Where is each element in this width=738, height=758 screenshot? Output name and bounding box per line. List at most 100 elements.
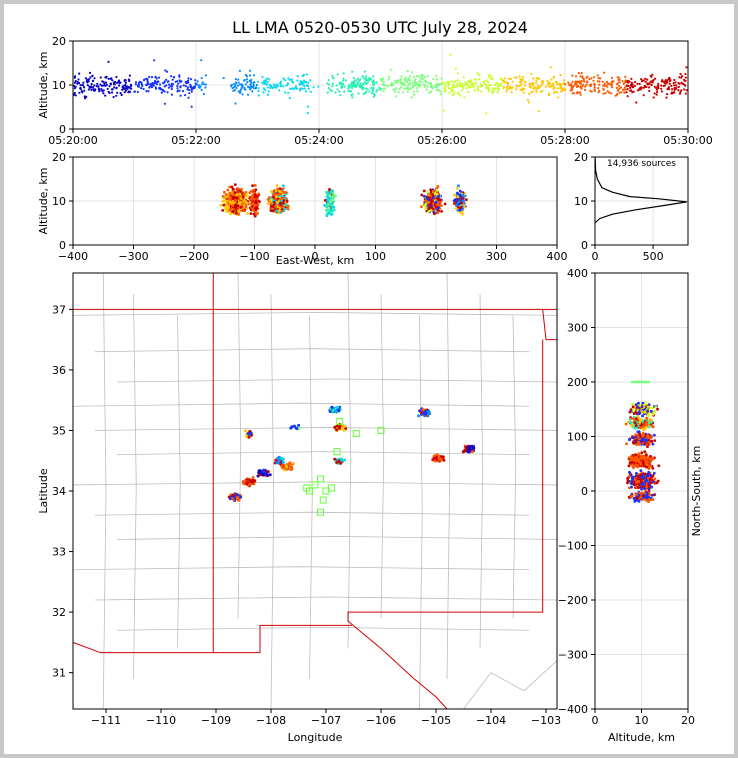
time-source-point (154, 86, 157, 89)
time-source-point (580, 80, 583, 83)
time-source-point (441, 81, 444, 84)
ns-source-point (638, 437, 641, 441)
time-source-point (241, 83, 244, 86)
ns-panel-ytick-label: −300 (558, 649, 588, 662)
time-source-point (365, 87, 368, 90)
time-source-point (672, 81, 675, 85)
time-source-point (491, 92, 494, 95)
ew-source-point (222, 190, 226, 194)
time-source-point (119, 92, 122, 95)
ns-source-point (640, 410, 644, 413)
time-source-point (642, 86, 646, 89)
ns-source-point (638, 410, 641, 414)
time-source-point (296, 75, 299, 78)
ew-source-point (253, 184, 257, 187)
time-source-point (287, 91, 290, 94)
time-panel-xtick-label: 05:22:00 (171, 134, 220, 147)
time-source-point (148, 83, 151, 86)
time-source-point (285, 84, 288, 87)
time-source-point (104, 84, 107, 87)
time-source-point (493, 83, 497, 87)
time-source-point (397, 79, 400, 82)
map-panel-xtick-label: −109 (201, 714, 231, 727)
time-source-point (621, 80, 624, 83)
county-boundary (463, 660, 558, 710)
ns-source-point (634, 439, 638, 442)
ew-source-point (275, 195, 279, 199)
time-source-point (472, 86, 475, 89)
time-source-point (618, 87, 621, 90)
time-source-point (86, 84, 89, 87)
time-source-point (240, 88, 243, 91)
time-source-point (336, 88, 339, 91)
time-source-point (234, 102, 237, 105)
ns-source-point (640, 491, 644, 495)
map-panel-xtick-label: −107 (311, 714, 341, 727)
time-source-point (396, 81, 399, 84)
map-panel-xlabel: Longitude (288, 731, 343, 744)
time-source-point (73, 81, 76, 84)
ew-source-point (438, 198, 442, 202)
time-source-point (642, 94, 645, 97)
time-source-point (141, 84, 144, 87)
time-source-point (453, 91, 456, 94)
ns-source-point (641, 419, 645, 423)
map-source-point (335, 428, 339, 432)
ew-source-point (230, 185, 234, 189)
time-source-point (669, 79, 672, 82)
time-source-point (599, 77, 602, 80)
time-source-point (476, 72, 479, 75)
map-source-point (468, 447, 472, 451)
ns-source-point (644, 472, 647, 476)
time-source-point (523, 84, 526, 87)
time-source-point (245, 78, 249, 81)
ew-source-point (463, 205, 466, 209)
time-source-point (222, 76, 225, 80)
map-source-point (297, 426, 301, 430)
time-source-point (168, 83, 171, 86)
ns-source-point (656, 407, 659, 411)
ew-source-point (331, 195, 334, 199)
time-panel-ytick-label: 0 (59, 123, 66, 136)
time-source-point (550, 78, 553, 81)
map-source-point (432, 454, 436, 458)
time-source-point (83, 86, 86, 89)
ew-source-point (224, 205, 228, 209)
time-source-point (394, 87, 397, 90)
time-source-point (597, 87, 600, 90)
ew-source-point (331, 198, 335, 202)
time-source-point (577, 72, 580, 75)
time-source-point (653, 92, 656, 95)
time-source-point (617, 76, 621, 79)
time-source-point (91, 86, 95, 89)
time-source-point (404, 79, 407, 82)
time-source-point (92, 88, 95, 91)
time-source-point (465, 87, 468, 90)
map-source-point (336, 405, 340, 409)
time-source-point (373, 81, 376, 84)
time-source-point (673, 78, 676, 82)
ew-source-point (246, 212, 250, 215)
ns-source-point (624, 422, 628, 426)
time-source-point (435, 86, 438, 89)
time-source-point (351, 96, 354, 99)
ew-source-point (236, 187, 240, 190)
ew-source-point (323, 199, 327, 202)
time-source-point (673, 84, 676, 87)
map-panel-ytick-label: 32 (52, 606, 66, 619)
map-source-point (277, 455, 281, 459)
time-source-point (616, 92, 619, 95)
time-source-point (289, 87, 292, 91)
ew-source-point (231, 204, 235, 208)
ew-source-point (271, 209, 275, 213)
time-source-point (185, 82, 188, 85)
time-source-point (635, 101, 638, 104)
map-source-point (297, 423, 301, 427)
time-source-point (362, 92, 365, 95)
time-source-point (430, 83, 433, 86)
time-source-point (665, 96, 668, 99)
ns-source-point (642, 380, 646, 384)
time-source-point (104, 76, 107, 79)
ew-source-point (282, 199, 286, 203)
ew-source-point (452, 202, 456, 205)
